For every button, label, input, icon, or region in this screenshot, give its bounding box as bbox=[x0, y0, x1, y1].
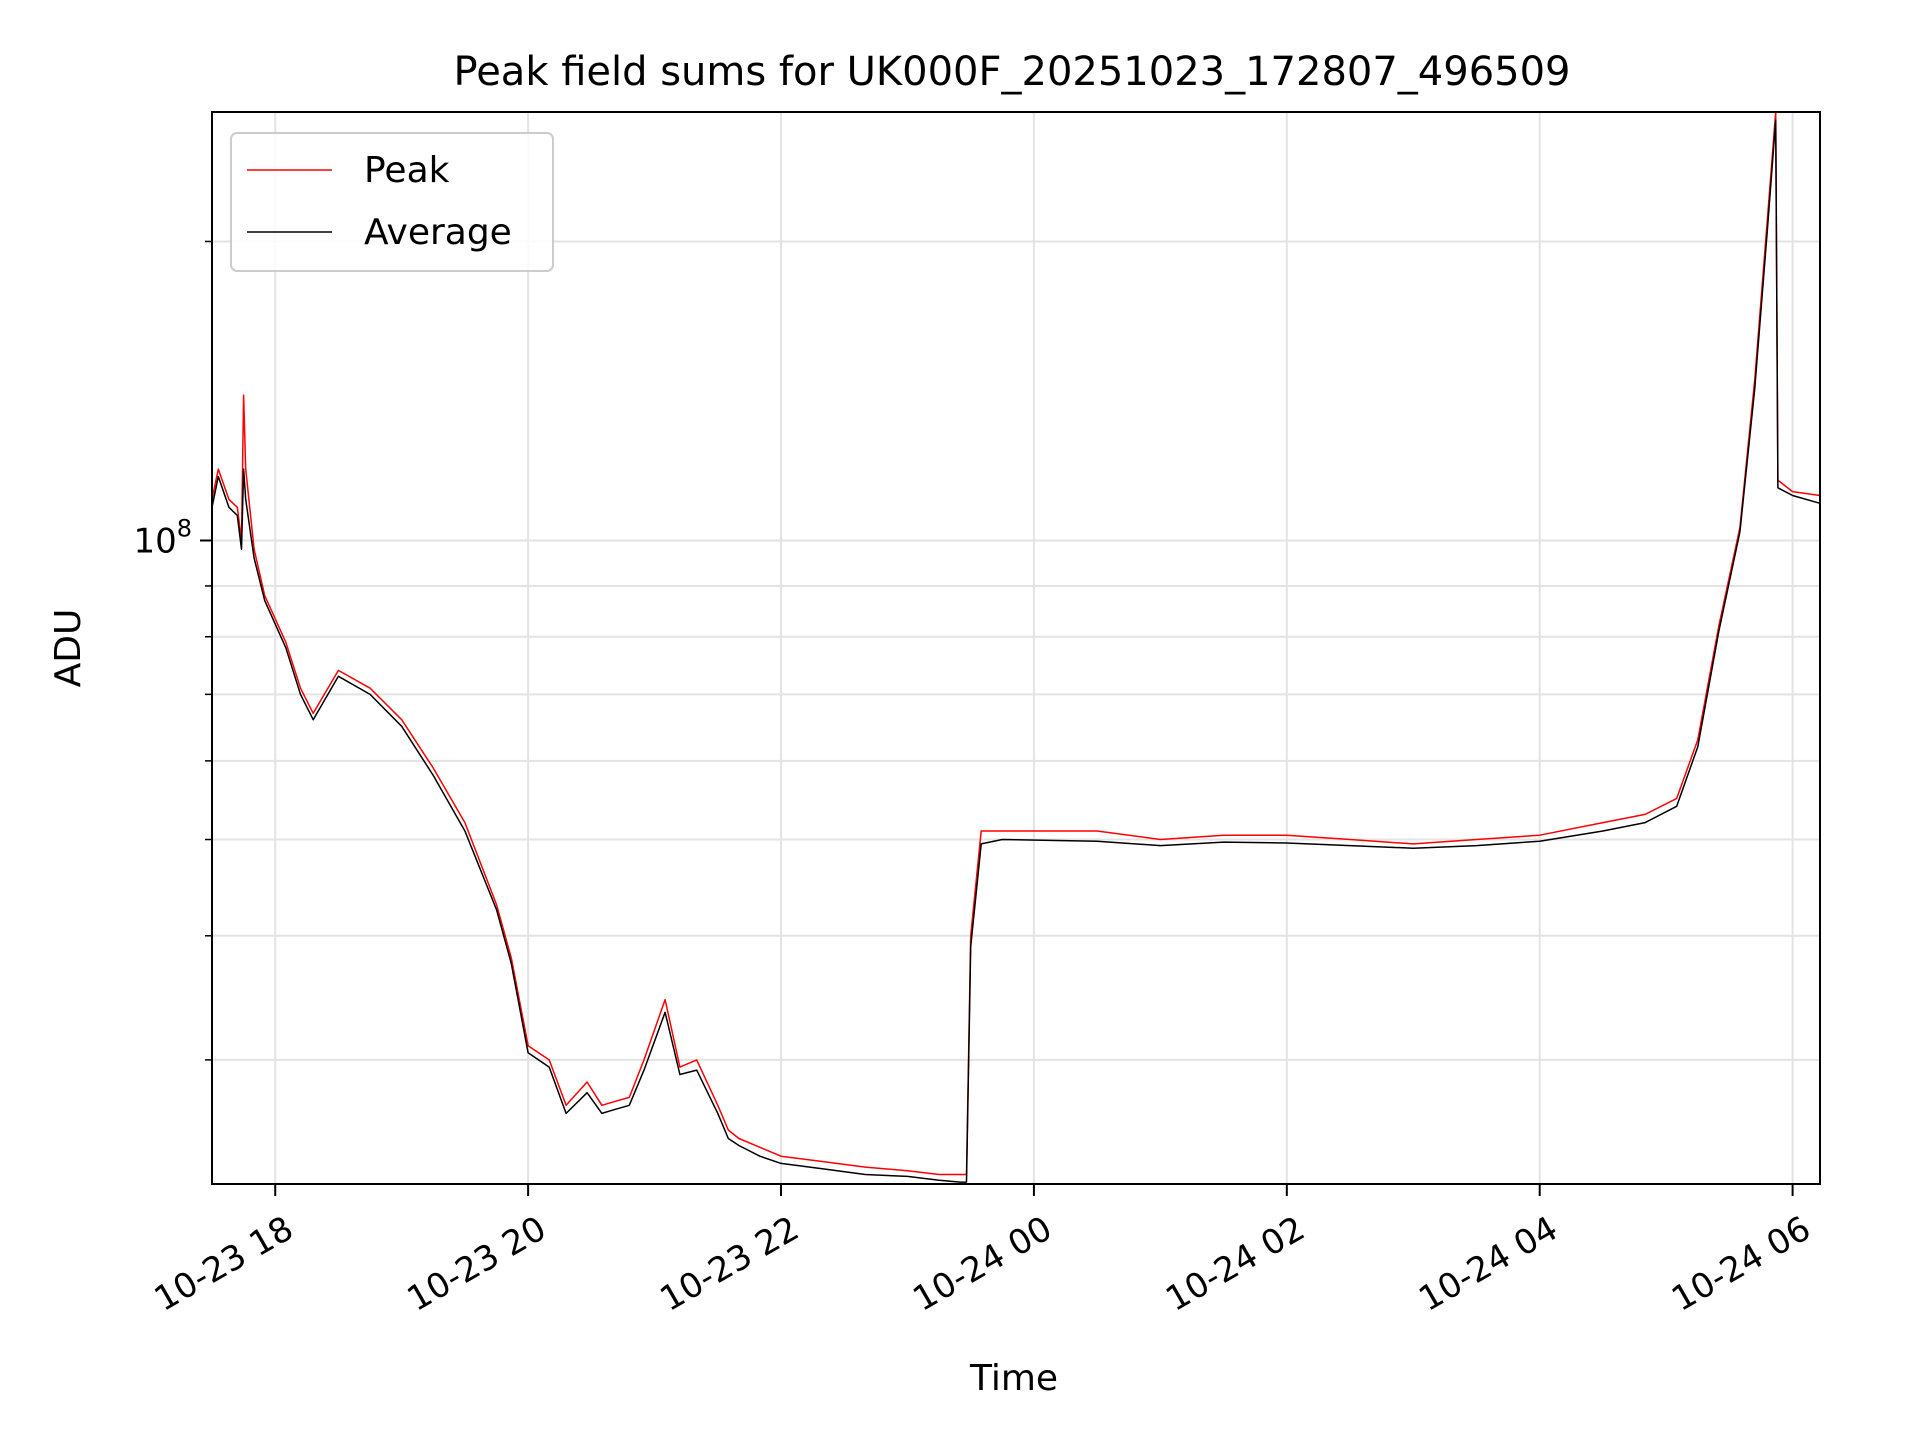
chart-title: Peak field sums for UK000F_20251023_1728… bbox=[454, 49, 1571, 95]
series-line-peak bbox=[211, 111, 1821, 1176]
legend-box bbox=[230, 132, 554, 272]
y-tick-label: 108 bbox=[133, 514, 192, 561]
series-line-average bbox=[211, 119, 1821, 1183]
plot-frame bbox=[211, 111, 1821, 1185]
series-group bbox=[211, 111, 1821, 1183]
y-axis-label: ADU bbox=[48, 609, 89, 688]
legend-label-average: Average bbox=[364, 212, 512, 253]
x-axis-label: Time bbox=[969, 1358, 1058, 1399]
legend: Peak Average bbox=[230, 132, 554, 272]
legend-label-peak: Peak bbox=[364, 150, 450, 191]
